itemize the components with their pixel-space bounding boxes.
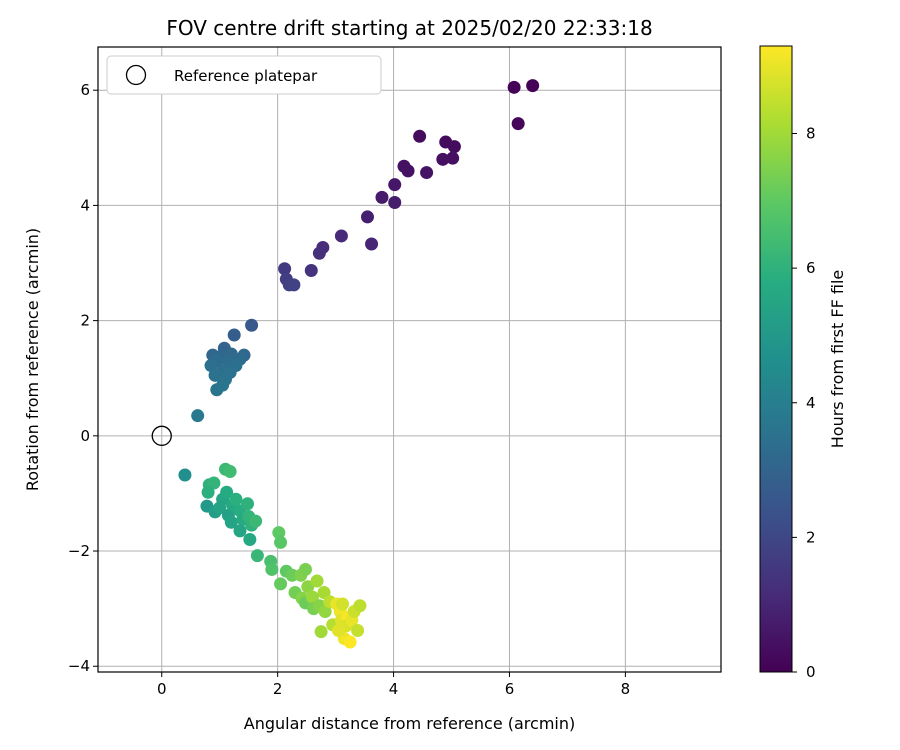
scatter-point [511, 117, 525, 131]
scatter-point [229, 492, 243, 506]
scatter-point [223, 465, 237, 479]
scatter-point [204, 359, 218, 373]
scatter-point [310, 574, 324, 588]
colorbar-tick-label: 8 [806, 125, 816, 143]
scatter-point [388, 178, 402, 192]
scatter-point [305, 590, 319, 604]
scatter-point [233, 524, 247, 538]
scatter-point [250, 549, 264, 563]
scatter-points [178, 79, 540, 649]
scatter-point [526, 79, 540, 93]
reference-platepar-marker [151, 425, 172, 446]
scatter-point [318, 605, 332, 619]
scatter-point [208, 368, 222, 382]
scatter-point [336, 597, 350, 611]
colorbar-ticks: 0 2 4 6 8 [792, 125, 816, 681]
colorbar-tick-label: 2 [806, 528, 816, 546]
scatter-point [507, 80, 521, 94]
scatter-point [446, 151, 460, 165]
scatter-point [274, 577, 288, 591]
scatter-point [334, 229, 348, 243]
scatter-point [272, 526, 286, 540]
scatter-point [314, 625, 328, 639]
y-tick-label: −4 [68, 657, 90, 675]
scatter-point [360, 210, 374, 224]
scatter-point [178, 468, 192, 482]
scatter-point [210, 383, 224, 397]
scatter-point [220, 485, 234, 499]
legend-box [106, 55, 382, 95]
scatter-point [243, 533, 257, 547]
x-tick-label: 8 [621, 680, 631, 698]
scatter-point [365, 237, 379, 251]
x-axis-ticks: 0 2 4 6 8 [157, 672, 630, 698]
scatter-point [245, 318, 259, 332]
scatter-point [375, 190, 389, 204]
chart-title: FOV centre drift starting at 2025/02/20 … [166, 16, 652, 40]
colorbar-tick-label: 0 [806, 663, 816, 681]
legend-marker [125, 64, 147, 86]
y-tick-label: 2 [80, 312, 90, 330]
y-axis-ticks: −4 −2 0 2 4 6 [68, 81, 98, 675]
y-tick-label: −2 [68, 542, 90, 560]
y-tick-label: 0 [80, 427, 90, 445]
x-tick-label: 4 [389, 680, 399, 698]
y-tick-label: 6 [80, 81, 90, 99]
y-axis-label: Rotation from reference (arcmin) [23, 228, 42, 491]
y-tick-label: 4 [80, 196, 90, 214]
scatter-point [312, 246, 326, 260]
scatter-point [224, 515, 238, 529]
scatter-point [413, 129, 427, 143]
scatter-point [388, 196, 402, 210]
scatter-point [201, 485, 215, 499]
scatter-point [191, 409, 205, 423]
scatter-point [447, 140, 461, 154]
scatter-point [304, 264, 318, 278]
x-tick-label: 0 [157, 680, 167, 698]
plot-frame [97, 46, 722, 673]
scatter-point [353, 599, 367, 613]
x-tick-label: 6 [505, 680, 515, 698]
colorbar [759, 45, 793, 673]
scatter-point [287, 278, 301, 292]
scatter-point [265, 562, 279, 576]
legend-label: Reference platepar [174, 67, 318, 85]
scatter-point [213, 501, 227, 515]
scatter-point [343, 635, 357, 649]
x-tick-label: 2 [273, 680, 283, 698]
scatter-point [298, 562, 312, 576]
legend: Reference platepar [106, 55, 382, 95]
scatter-point [332, 624, 346, 638]
colorbar-tick-label: 4 [806, 394, 816, 412]
scatter-point [227, 328, 241, 342]
scatter-point [351, 624, 365, 638]
scatter-point [401, 164, 415, 178]
scatter-point [241, 497, 255, 511]
scatter-point [436, 152, 450, 166]
colorbar-label: Hours from first FF file [828, 270, 847, 449]
scatter-point [274, 535, 288, 549]
scatter-point [278, 262, 292, 276]
reference-point [151, 425, 172, 446]
plot-area [98, 47, 721, 672]
scatter-point [301, 580, 315, 594]
scatter-point [420, 166, 434, 180]
colorbar-tick-label: 6 [806, 259, 816, 277]
scatter-point [249, 514, 263, 528]
x-axis-label: Angular distance from reference (arcmin) [244, 714, 575, 733]
